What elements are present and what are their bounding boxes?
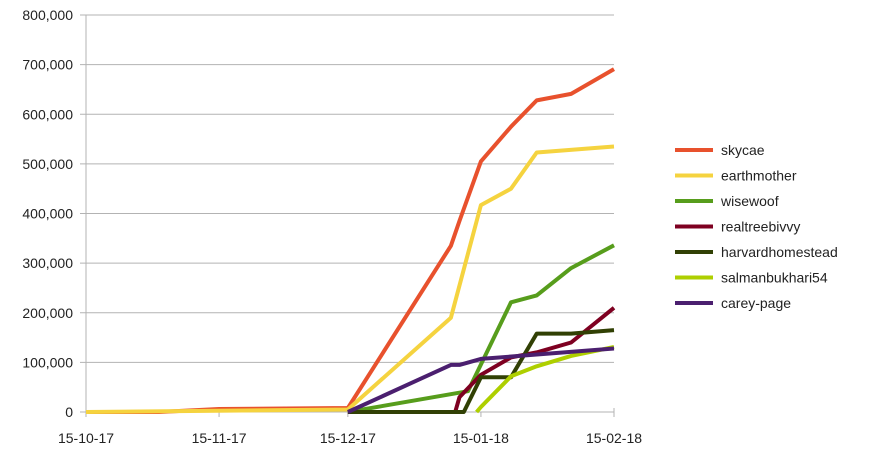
y-tick-label: 0 <box>65 404 73 420</box>
series-line-earthmother <box>85 144 615 414</box>
legend-label: harvardhomestead <box>721 244 838 260</box>
y-tick-label: 200,000 <box>22 305 73 321</box>
x-tick-label: 15-12-17 <box>320 430 376 446</box>
x-tick-label: 15-10-17 <box>58 430 114 446</box>
y-tick-label: 800,000 <box>22 7 73 23</box>
legend-label: earthmother <box>721 168 797 184</box>
y-tick-label: 500,000 <box>22 156 73 172</box>
y-axis-tick-labels: 0 100,000 200,000 300,000 400,000 500,000 600,… <box>22 7 73 420</box>
x-tick-label: 15-11-17 <box>192 430 247 446</box>
series-lines <box>85 67 616 414</box>
y-tick-label: 100,000 <box>22 354 73 370</box>
series-line-realtreebivvy <box>347 306 616 414</box>
y-tick-label: 400,000 <box>22 206 73 222</box>
legend-label: carey-page <box>721 295 791 311</box>
legend-label: skycae <box>721 142 765 158</box>
y-tick-label: 700,000 <box>22 57 73 73</box>
series-line-carey-page <box>347 346 615 414</box>
x-tick-label: 15-02-18 <box>586 430 642 446</box>
series-line-wisewoof <box>347 243 615 414</box>
series-line-salmanbukhari54 <box>475 345 615 414</box>
x-tick-label: 15-01-18 <box>453 430 509 446</box>
legend-label: wisewoof <box>720 193 779 209</box>
legend: skycae earthmother wisewoof realtreebivvy ha… <box>675 142 838 311</box>
legend-label: realtreebivvy <box>721 219 800 235</box>
y-tick-label: 300,000 <box>22 255 73 271</box>
legend-label: salmanbukhari54 <box>721 270 828 286</box>
y-tick-label: 600,000 <box>22 106 73 122</box>
grid-lines <box>86 14 614 363</box>
x-axis-tick-labels: 15-10-17 15-11-17 15-12-17 15-01-18 15-02-18 <box>58 430 642 446</box>
series-line-skycae <box>86 67 616 414</box>
